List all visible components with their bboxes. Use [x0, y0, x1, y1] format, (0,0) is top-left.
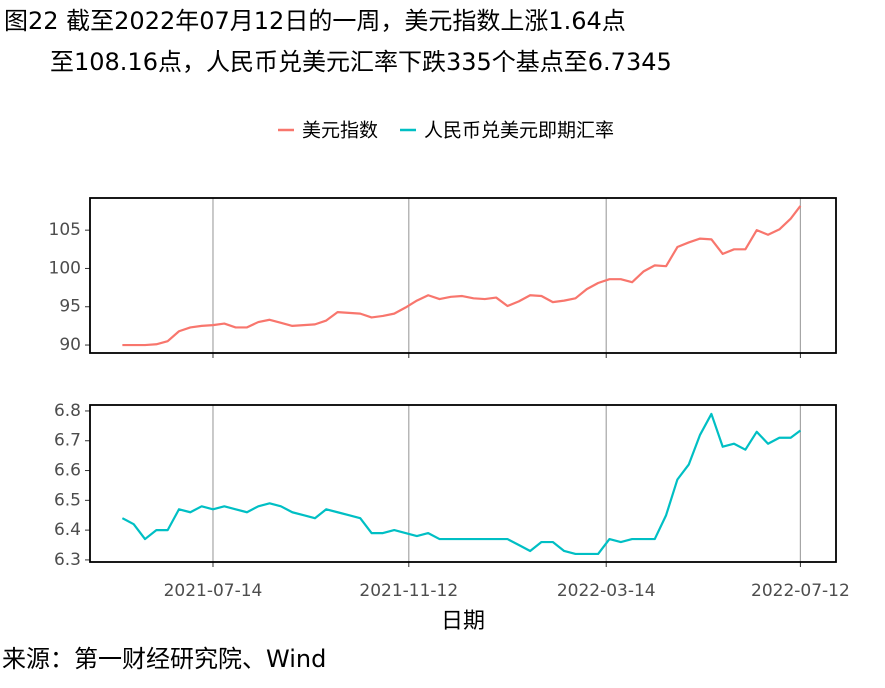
x-tick-label: 2021-07-14: [164, 581, 263, 601]
x-tick-label: 2022-03-14: [557, 581, 656, 601]
y-tick-label: 6.7: [54, 431, 81, 451]
legend-label: 人民币兑美元即期汇率: [424, 120, 614, 142]
y-tick-label: 6.5: [54, 490, 81, 510]
source-note: 来源：第一财经研究院、Wind: [2, 645, 326, 673]
x-tick-label: 2022-07-12: [751, 581, 850, 601]
y-tick-label: 95: [59, 297, 81, 317]
y-tick-label: 90: [59, 335, 81, 355]
x-axis-label: 日期: [441, 609, 485, 634]
chart-title: 至108.16点，人民币兑美元汇率下跌335个基点至6.7345: [50, 48, 672, 76]
y-tick-label: 6.8: [54, 401, 81, 421]
panel-border: [89, 197, 837, 354]
legend-label: 美元指数: [302, 120, 378, 142]
y-tick-label: 100: [49, 258, 81, 278]
y-tick-label: 6.3: [54, 550, 81, 570]
y-tick-label: 6.4: [54, 520, 81, 540]
chart-title: 图22 截至2022年07月12日的一周，美元指数上涨1.64点: [4, 7, 626, 35]
x-tick-label: 2021-11-12: [359, 581, 458, 601]
panel-border: [89, 404, 837, 563]
y-tick-label: 6.6: [54, 461, 81, 481]
data-line: [121, 412, 802, 556]
data-line: [122, 205, 802, 347]
y-tick-label: 105: [49, 220, 81, 240]
